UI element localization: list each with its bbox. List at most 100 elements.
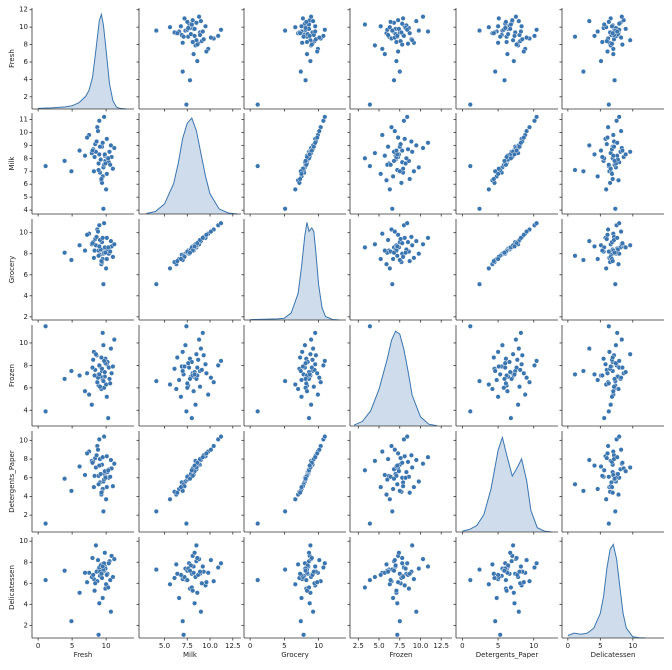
point <box>189 22 195 28</box>
x-tick-label: 10 <box>628 642 637 650</box>
y-tick-label: 7 <box>24 167 28 175</box>
point <box>606 102 612 108</box>
point <box>404 220 410 226</box>
point <box>507 359 513 365</box>
point <box>606 380 612 386</box>
point <box>519 36 525 42</box>
point <box>495 394 501 400</box>
point <box>477 567 483 573</box>
point <box>394 632 400 638</box>
point <box>486 265 492 271</box>
point <box>503 380 509 386</box>
point <box>534 114 540 120</box>
point <box>297 490 303 496</box>
point <box>322 434 328 440</box>
point <box>494 595 500 601</box>
point <box>300 364 306 370</box>
point <box>527 124 533 130</box>
point <box>592 151 598 157</box>
point <box>385 456 391 462</box>
point <box>378 23 384 29</box>
point <box>292 581 298 587</box>
point <box>391 476 397 482</box>
point <box>400 15 406 21</box>
point <box>467 408 473 414</box>
point <box>103 186 109 192</box>
point <box>211 578 217 584</box>
kde-line <box>462 435 552 533</box>
point <box>605 135 611 141</box>
point <box>603 186 609 192</box>
point <box>379 46 385 52</box>
point <box>198 346 204 352</box>
point <box>104 136 110 142</box>
point <box>372 150 378 156</box>
point <box>400 574 406 580</box>
point <box>316 447 322 453</box>
point <box>195 357 201 363</box>
point <box>391 77 397 83</box>
point <box>397 618 403 624</box>
point <box>107 474 113 480</box>
point <box>387 496 393 502</box>
point <box>316 35 322 41</box>
point <box>503 577 509 583</box>
point <box>98 355 104 361</box>
point <box>92 154 98 160</box>
point <box>580 69 586 75</box>
point <box>178 394 184 400</box>
point <box>514 555 520 561</box>
point <box>572 34 578 40</box>
point <box>62 476 68 482</box>
point <box>303 376 309 382</box>
point <box>606 323 612 329</box>
point <box>402 235 408 241</box>
point <box>518 140 524 146</box>
x-axis-label: Fresh <box>74 651 93 659</box>
point <box>496 364 502 370</box>
point <box>496 166 502 172</box>
point <box>394 600 400 606</box>
y-tick-label: 8 <box>24 250 28 258</box>
point <box>595 29 601 35</box>
point <box>416 566 422 572</box>
point <box>486 581 492 587</box>
point <box>111 556 117 562</box>
point <box>200 564 206 570</box>
point <box>391 568 397 574</box>
panel <box>347 431 452 535</box>
point <box>104 572 110 578</box>
point <box>394 253 400 259</box>
point <box>605 450 611 456</box>
point <box>486 382 492 388</box>
point <box>614 454 620 460</box>
point <box>255 521 261 527</box>
point <box>203 370 209 376</box>
x-tick-label: 5 <box>70 642 74 650</box>
point <box>601 22 607 28</box>
point <box>491 176 497 182</box>
point <box>153 28 159 34</box>
point <box>100 595 106 601</box>
point <box>298 368 304 374</box>
panel: 4 5 6 7 8 9 10 11 Milk <box>8 113 134 217</box>
point <box>322 27 328 33</box>
point <box>611 36 617 42</box>
point <box>62 250 68 256</box>
point <box>307 542 313 548</box>
point <box>102 475 108 481</box>
point <box>398 141 404 147</box>
point <box>497 371 503 377</box>
point <box>623 468 629 474</box>
point <box>623 244 629 250</box>
point <box>495 256 501 262</box>
point <box>509 558 515 564</box>
y-tick-label: 8 <box>24 558 28 566</box>
kde-line <box>38 12 127 110</box>
point <box>394 243 400 249</box>
point <box>255 102 261 108</box>
point <box>192 402 198 408</box>
point <box>312 330 318 336</box>
y-tick-label: 10 <box>19 436 28 444</box>
